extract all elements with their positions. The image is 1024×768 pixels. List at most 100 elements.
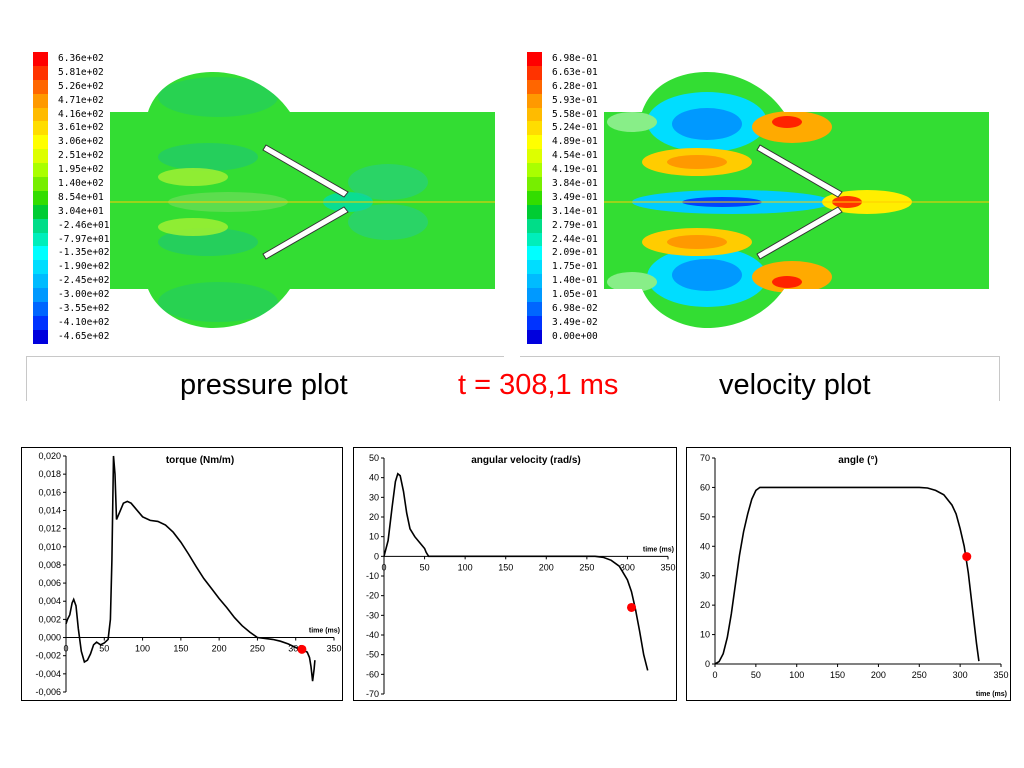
y-tick-label: 0,006 — [38, 578, 61, 588]
x-tick-label: 200 — [871, 670, 886, 680]
x-tick-label: 0 — [63, 644, 68, 654]
velocity-legend-row: 2.79e-01 — [522, 218, 642, 233]
velocity-legend-swatch — [527, 288, 542, 303]
y-tick-label: -60 — [366, 669, 379, 679]
pressure-legend-label: -2.46e+01 — [58, 219, 110, 231]
pressure-legend-label: 3.06e+02 — [58, 136, 104, 148]
pressure-legend-row: -2.45e+02 — [28, 274, 148, 289]
velocity-legend-swatch — [527, 65, 542, 80]
y-tick-label: -30 — [366, 610, 379, 620]
y-tick-label: 40 — [700, 541, 710, 551]
x-tick-label: 350 — [993, 670, 1008, 680]
velocity-legend-swatch — [527, 274, 542, 289]
pressure-legend-row: -3.00e+02 — [28, 288, 148, 303]
angle-chart: angle (°) 0 10 20 30 40 50 60 70 0 50 100 150 200 250 3… — [686, 447, 1011, 701]
chart-title: torque (Nm/m) — [166, 455, 234, 466]
pressure-legend-row: -3.55e+02 — [28, 302, 148, 316]
y-tick-label: 0,002 — [38, 614, 61, 624]
velocity-legend-label: 2.44e-01 — [552, 233, 598, 245]
pressure-legend-row: 4.16e+02 — [28, 107, 148, 122]
chart-title: angular velocity (rad/s) — [471, 455, 580, 466]
velocity-legend-row: 3.84e-01 — [522, 177, 642, 191]
pressure-legend-row: -1.90e+02 — [28, 260, 148, 275]
velocity-legend-swatch — [527, 190, 542, 205]
y-tick-label: 0,018 — [38, 469, 61, 479]
y-tick-label: 0,004 — [38, 596, 61, 606]
pressure-legend-row: -4.10e+02 — [28, 315, 148, 330]
velocity-legend-row: 3.49e-02 — [522, 315, 642, 330]
pressure-legend-swatch — [33, 107, 48, 122]
velocity-legend-label: 4.54e-01 — [552, 150, 598, 162]
torque-chart: torque (Nm/m) -0,006 -0,004 -0,002 0,000 0,00… — [21, 447, 343, 701]
pressure-legend-label: -1.90e+02 — [58, 261, 110, 273]
y-tick-label: 10 — [700, 630, 710, 640]
x-tick-label: 100 — [135, 644, 150, 654]
x-tick-label: 250 — [579, 562, 594, 572]
x-axis-title: time (ms) — [643, 546, 674, 553]
x-tick-label: 350 — [660, 562, 675, 572]
velocity-legend-swatch — [527, 177, 542, 191]
pressure-legend: 6.36e+02 5.81e+02 5.26e+02 4.71e+02 4.16e+02… — [28, 52, 148, 344]
velocity-legend-label: 5.24e-01 — [552, 122, 598, 134]
series-line — [65, 455, 316, 682]
y-tick-label: 0 — [374, 551, 379, 561]
pressure-legend-label: 5.81e+02 — [58, 66, 104, 78]
velocity-legend: 6.98e-01 6.63e-01 6.28e-01 5.93e-01 5.58e-01… — [522, 52, 642, 344]
pressure-legend-swatch — [33, 177, 48, 191]
velocity-legend-swatch — [527, 315, 542, 330]
y-tick-label: 0,016 — [38, 487, 61, 497]
y-tick-label: 60 — [700, 482, 710, 492]
pressure-legend-swatch — [33, 204, 48, 219]
x-tick-label: 50 — [751, 670, 761, 680]
x-tick-label: 300 — [288, 644, 303, 654]
x-tick-label: 150 — [498, 562, 513, 572]
y-tick-label: 20 — [369, 512, 379, 522]
x-tick-label: 0 — [712, 670, 717, 680]
pressure-contour-panel: 6.36e+02 5.81e+02 5.26e+02 4.71e+02 4.16e+02… — [28, 52, 503, 347]
velocity-legend-label: 6.63e-01 — [552, 66, 598, 78]
velocity-legend-row: 2.09e-01 — [522, 246, 642, 261]
chart-title: angle (°) — [838, 455, 878, 466]
velocity-legend-swatch — [527, 302, 542, 316]
pressure-legend-label: 3.61e+02 — [58, 122, 104, 134]
pressure-legend-label: 1.95e+02 — [58, 164, 104, 176]
angular-velocity-chart: angular velocity (rad/s) -70 -60 -50 -40 -30 -… — [353, 447, 677, 701]
pressure-legend-row: 3.04e+01 — [28, 204, 148, 219]
x-tick-label: 200 — [212, 644, 227, 654]
caption-frame-right — [520, 356, 1000, 401]
velocity-legend-swatch — [527, 163, 542, 178]
current-time-marker — [626, 602, 636, 612]
y-tick-label: -20 — [366, 591, 379, 601]
pressure-legend-label: -2.45e+02 — [58, 275, 110, 287]
pressure-legend-label: 8.54e+01 — [58, 191, 104, 203]
pressure-legend-label: 4.71e+02 — [58, 94, 104, 106]
pressure-legend-row: 1.40e+02 — [28, 177, 148, 191]
velocity-legend-row: 0.00e+00 — [522, 329, 642, 344]
velocity-legend-row: 4.89e-01 — [522, 135, 642, 150]
x-tick-label: 0 — [381, 562, 386, 572]
y-tick-label: 0,010 — [38, 542, 61, 552]
pressure-legend-row: 3.61e+02 — [28, 121, 148, 136]
pressure-legend-row: 6.36e+02 — [28, 52, 148, 66]
x-tick-label: 100 — [789, 670, 804, 680]
y-tick-label: 0,008 — [38, 560, 61, 570]
velocity-legend-swatch — [527, 204, 542, 219]
angular-velocity-chart-svg: angular velocity (rad/s) -70 -60 -50 -40 -30 -… — [366, 453, 676, 699]
y-tick-label: 0,012 — [38, 524, 61, 534]
velocity-legend-row: 1.40e-01 — [522, 274, 642, 289]
pressure-legend-swatch — [33, 288, 48, 303]
pressure-legend-swatch — [33, 135, 48, 150]
pressure-legend-swatch — [33, 190, 48, 205]
pressure-legend-swatch — [33, 329, 48, 344]
y-tick-label: 30 — [700, 571, 710, 581]
pressure-legend-swatch — [33, 79, 48, 94]
pressure-legend-swatch — [33, 302, 48, 316]
angle-chart-svg: angle (°) 0 10 20 30 40 50 60 70 0 50 100 150 200 250 3… — [700, 453, 1009, 698]
y-tick-label: -40 — [366, 630, 379, 640]
velocity-field-image — [604, 72, 989, 328]
y-tick-label: -50 — [366, 650, 379, 660]
velocity-contour-panel: 6.98e-01 6.63e-01 6.28e-01 5.93e-01 5.58e-01… — [522, 52, 997, 347]
pressure-field-image — [110, 72, 495, 328]
velocity-legend-swatch — [527, 135, 542, 150]
velocity-legend-swatch — [527, 329, 542, 344]
